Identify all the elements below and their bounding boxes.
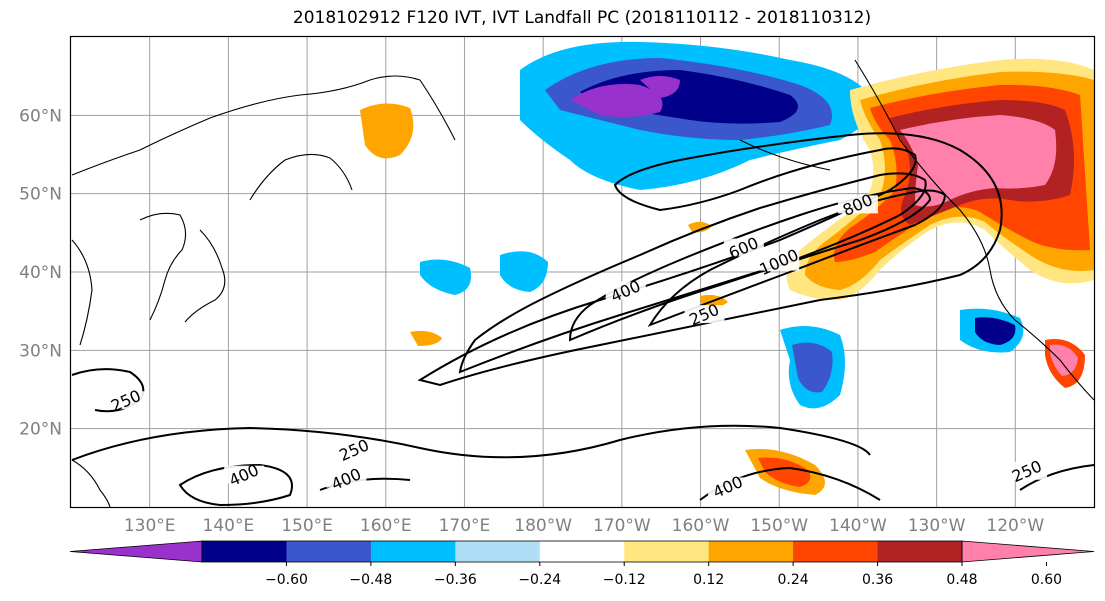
lon-tick-label: 160°E	[360, 516, 412, 536]
coastlines	[71, 59, 1095, 508]
colorbar-segment	[708, 541, 794, 562]
contour-label: 250	[1009, 456, 1045, 486]
colorbar-tick-label: 0.60	[1031, 572, 1062, 588]
colorbar-segment	[370, 541, 456, 562]
lat-tick-label: 30°N	[19, 341, 62, 361]
colorbar-extend-high	[961, 540, 1095, 563]
lat-tick-label: 40°N	[19, 263, 62, 283]
latitude-tick-labels: 20°N 30°N 40°N 50°N 60°N	[19, 106, 62, 439]
contour-label-bg	[326, 469, 367, 488]
lon-tick-label: 160°W	[672, 516, 730, 536]
colorbar-tick-label: −0.36	[434, 572, 477, 588]
ivt-pc-shading	[360, 41, 1094, 495]
contour-label-bg	[723, 238, 764, 257]
colorbar-tick-labels: −0.60 −0.48 −0.36 −0.24 −0.12 0.12 0.24 0.36 0.4…	[265, 562, 1062, 588]
lon-tick-label: 170°W	[593, 516, 651, 536]
contour-label: 600	[726, 233, 762, 263]
colorbar-segment	[793, 541, 879, 562]
colorbar-tick-label: 0.12	[693, 572, 724, 588]
colorbar-tick-label: −0.48	[349, 572, 392, 588]
lon-tick-label: 130°W	[908, 516, 966, 536]
contour-label-bg	[605, 281, 646, 300]
colorbar-extend-low	[69, 540, 203, 563]
contour-label: 400	[328, 464, 364, 494]
colorbar-segment	[624, 541, 710, 562]
colorbar-outline	[201, 540, 963, 563]
contour-label: 400	[608, 276, 644, 306]
lon-tick-label: 140°E	[203, 516, 255, 536]
contour-label-bg	[1007, 461, 1048, 480]
lat-tick-label: 20°N	[19, 420, 62, 440]
colorbar-tick-label: −0.12	[603, 572, 646, 588]
contour-label: 250	[336, 435, 372, 465]
lat-tick-label: 60°N	[19, 106, 62, 126]
contour-label: 250	[108, 386, 144, 416]
colorbar-tick-label: 0.36	[862, 572, 893, 588]
contour-label: 400	[710, 472, 746, 502]
lon-tick-label: 120°W	[986, 516, 1044, 536]
contour-label-bg	[759, 252, 800, 271]
lon-tick-label: 180°W	[514, 516, 572, 536]
contour-label-bg	[106, 391, 147, 410]
colorbar	[69, 540, 1095, 563]
colorbar-segment	[877, 541, 963, 562]
colorbar-tick-label: 0.24	[778, 572, 809, 588]
longitude-tick-labels: 130°E 140°E 150°E 160°E 170°E 180°W 170°W 160°W…	[124, 516, 1045, 536]
lon-tick-label: 170°E	[439, 516, 491, 536]
chart-title: 2018102912 F120 IVT, IVT Landfall PC (20…	[292, 8, 872, 28]
contour-label-bg	[224, 465, 265, 484]
contour-label-bg	[334, 440, 375, 459]
lon-tick-label: 140°W	[829, 516, 887, 536]
contour-label-bg	[684, 305, 725, 324]
colorbar-tick-label: −0.24	[518, 572, 561, 588]
lat-tick-label: 50°N	[19, 185, 62, 205]
lon-tick-label: 150°E	[281, 516, 333, 536]
colorbar-segment	[539, 541, 625, 562]
colorbar-tick-label: 0.48	[946, 572, 977, 588]
colorbar-segment	[202, 541, 287, 562]
colorbar-segment	[455, 541, 541, 562]
contour-label-bg	[837, 195, 878, 214]
lon-tick-label: 130°E	[124, 516, 176, 536]
lon-tick-label: 150°W	[750, 516, 808, 536]
colorbar-tick-label: −0.60	[265, 572, 308, 588]
map-frame	[69, 35, 1096, 509]
colorbar-segment	[286, 541, 372, 562]
contour-label-bg	[708, 477, 749, 496]
